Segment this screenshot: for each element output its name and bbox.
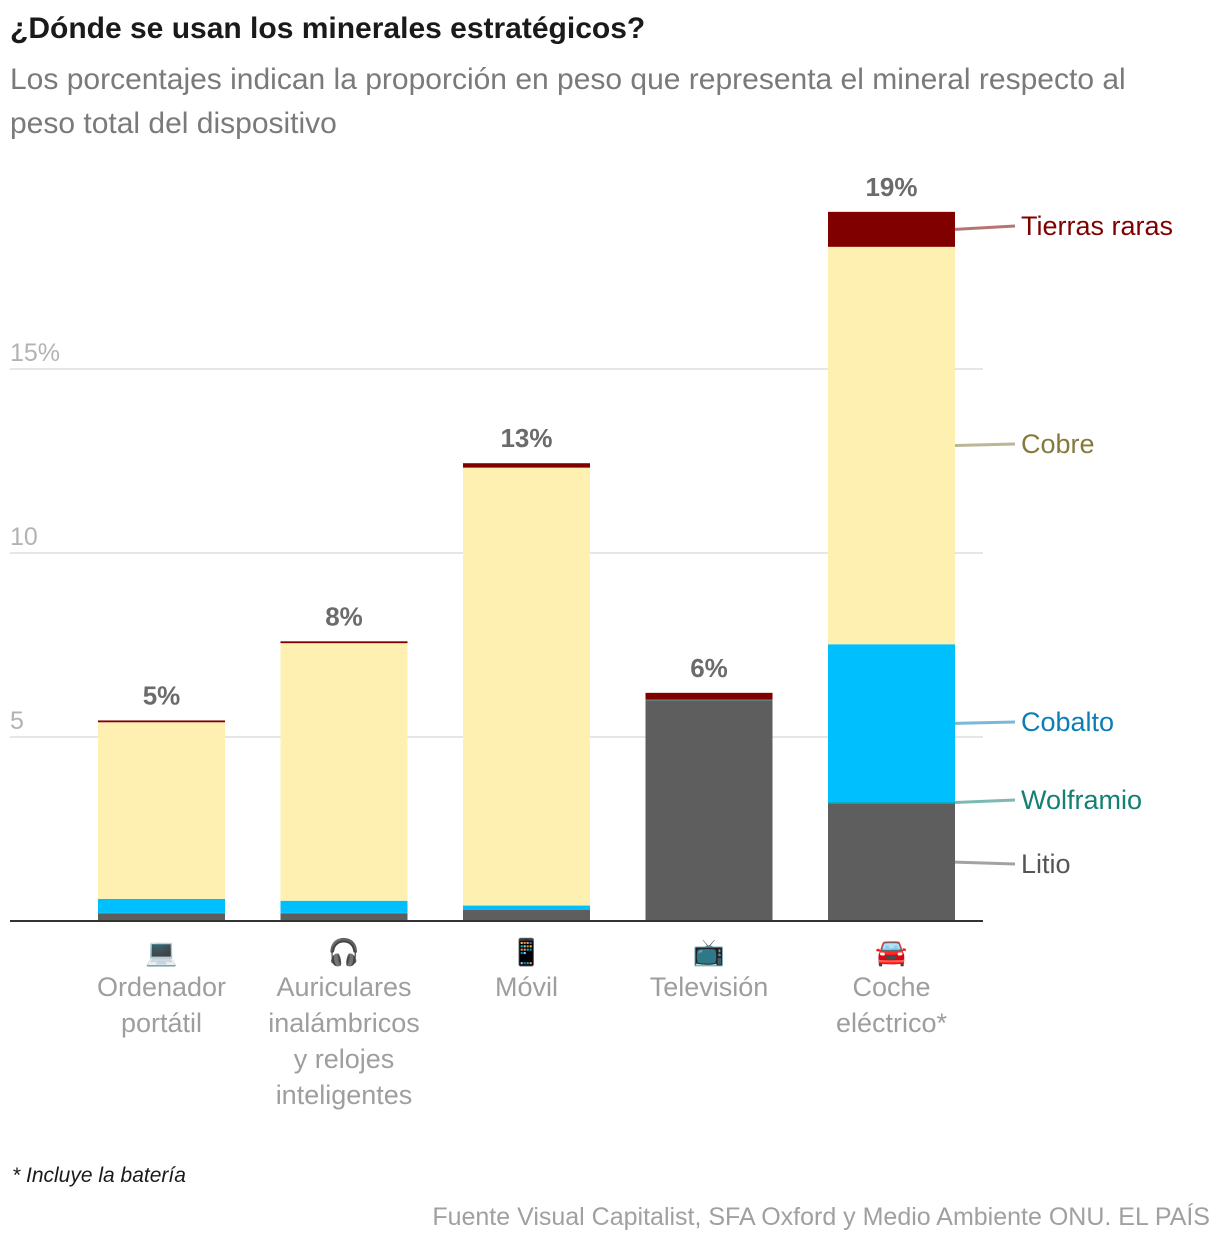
headphones-icon: 🎧	[328, 937, 360, 967]
series-label: Litio	[1021, 849, 1071, 879]
bar-segment	[828, 211, 955, 247]
bar-segment	[280, 643, 408, 901]
bar-segment	[98, 722, 225, 899]
x-category-label: Coche	[852, 972, 930, 1002]
series-label: Cobre	[1021, 429, 1095, 459]
x-category-label: Auriculares	[276, 972, 411, 1002]
bar-segment	[463, 463, 590, 468]
series-label: Cobalto	[1021, 707, 1114, 737]
bar-segment	[463, 467, 590, 906]
bar-total-label: 19%	[865, 172, 917, 202]
bar-total-label: 13%	[500, 423, 552, 453]
bar-segment	[828, 644, 955, 803]
television-icon: 📺	[693, 937, 725, 967]
bar-segment	[280, 912, 408, 914]
bar-segment	[98, 912, 225, 914]
x-category-label: Televisión	[650, 972, 769, 1002]
x-category-label: Ordenador	[97, 972, 226, 1002]
bar-segment	[280, 913, 408, 921]
bar-total-label: 8%	[325, 601, 363, 631]
chart-subtitle: Los porcentajes indican la proporción en…	[10, 63, 1126, 140]
bar-segment	[645, 699, 773, 701]
bar-segment	[463, 909, 590, 910]
bar-total-label: 5%	[143, 680, 181, 710]
bar-segment	[463, 909, 590, 921]
x-category-label: inteligentes	[276, 1080, 413, 1110]
chart-title: ¿Dónde se usan los minerales estratégico…	[10, 12, 646, 45]
stacked-bar-chart: 5 10 15% 5% 💻 Ordenador portátil 8% 🎧 Auriculares…	[10, 172, 1173, 1110]
series-label: Wolframio	[1021, 785, 1142, 815]
legend-leader-line	[954, 442, 1016, 448]
x-category-label: eléctrico*	[836, 1008, 948, 1038]
x-category-label: y relojes	[294, 1044, 395, 1074]
legend-leader-line	[954, 224, 1016, 231]
bar-segment	[828, 803, 955, 921]
bar-segment	[645, 700, 773, 921]
bar-segment	[98, 720, 225, 723]
bar-segment	[280, 641, 408, 644]
legend-leader-line	[954, 720, 1016, 725]
bar-segment	[645, 692, 773, 700]
bar-segment	[98, 898, 225, 913]
bar-segment	[828, 802, 955, 804]
x-category-label: inalámbricos	[268, 1008, 420, 1038]
bar-segment	[280, 900, 408, 913]
source-credit: Fuente Visual Capitalist, SFA Oxford y M…	[432, 1203, 1210, 1231]
legend-leader-line	[954, 798, 1016, 805]
bar-segment	[463, 905, 590, 910]
y-tick-label: 5	[10, 707, 24, 735]
bar-segment	[828, 246, 955, 645]
laptop-icon: 💻	[145, 937, 177, 967]
legend-leader-line	[954, 860, 1016, 866]
y-tick-label: 10	[10, 523, 38, 551]
x-category-label: portátil	[121, 1008, 202, 1038]
x-category-label: Móvil	[495, 972, 558, 1002]
car-icon: 🚘	[875, 937, 907, 967]
bar-total-label: 6%	[690, 653, 728, 683]
mobile-phone-icon: 📱	[510, 937, 542, 967]
footnote: * Incluye la batería	[12, 1164, 186, 1187]
y-tick-label: 15%	[10, 339, 60, 367]
series-label: Tierras raras	[1021, 211, 1173, 241]
bar-segment	[98, 913, 225, 921]
